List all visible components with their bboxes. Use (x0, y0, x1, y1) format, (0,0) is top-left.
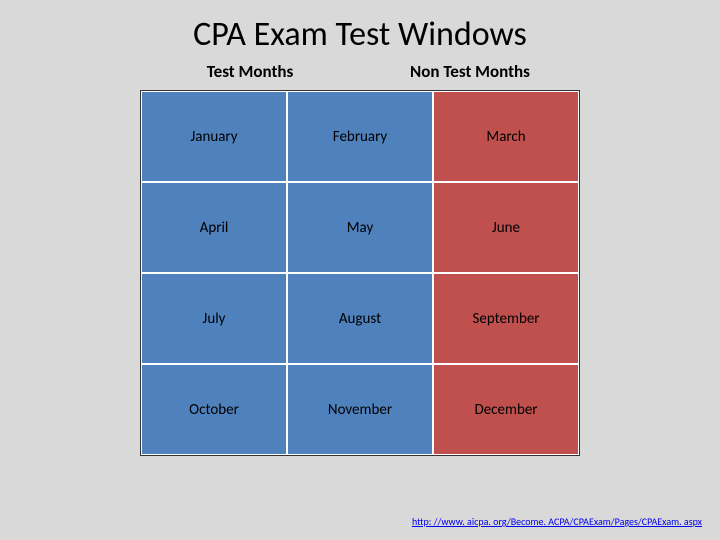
months-table: January February March April May June Ju… (140, 90, 580, 456)
month-cell: September (433, 273, 579, 364)
page-title: CPA Exam Test Windows (0, 0, 720, 55)
table-row: January February March (141, 91, 579, 182)
month-cell: April (141, 182, 287, 273)
month-cell: November (287, 364, 433, 455)
month-cell: January (141, 91, 287, 182)
header-nontest-months: Non Test Months (360, 61, 580, 82)
column-headers: Test Months Non Test Months (140, 61, 580, 82)
source-link[interactable]: http: //www. aicpa. org/Become. ACPA/CPA… (412, 515, 702, 528)
table-row: April May June (141, 182, 579, 273)
month-cell: October (141, 364, 287, 455)
table-row: July August September (141, 273, 579, 364)
month-cell: December (433, 364, 579, 455)
month-cell: August (287, 273, 433, 364)
month-cell: July (141, 273, 287, 364)
month-cell: March (433, 91, 579, 182)
header-test-months: Test Months (140, 61, 360, 82)
table-row: October November December (141, 364, 579, 455)
month-cell: May (287, 182, 433, 273)
month-cell: June (433, 182, 579, 273)
month-cell: February (287, 91, 433, 182)
